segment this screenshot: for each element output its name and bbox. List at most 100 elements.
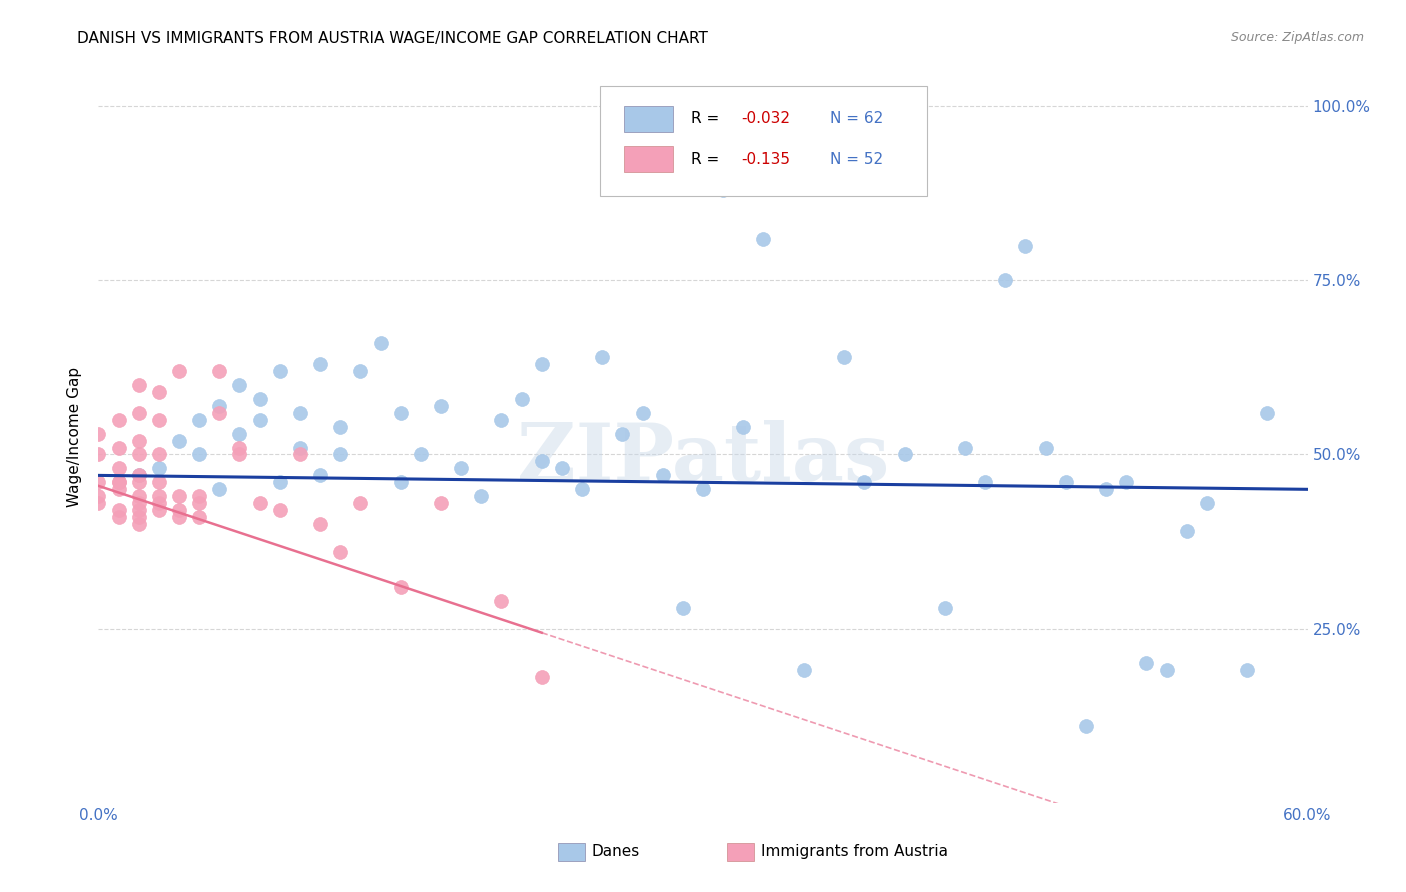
Point: [1074, 719, 1097, 733]
Point: [793, 664, 815, 678]
Point: [974, 475, 997, 490]
Point: [752, 231, 775, 245]
Point: [128, 496, 150, 510]
Point: [87, 426, 110, 441]
Point: [309, 517, 332, 532]
Point: [249, 392, 271, 406]
Point: [450, 461, 472, 475]
Point: [167, 489, 190, 503]
Point: [832, 350, 855, 364]
Text: R =: R =: [690, 112, 724, 127]
Point: [288, 448, 311, 462]
Point: [1156, 664, 1178, 678]
Point: [389, 475, 412, 490]
Point: [994, 273, 1017, 287]
Point: [1014, 238, 1036, 252]
Point: [87, 448, 110, 462]
Point: [329, 448, 352, 462]
Point: [309, 468, 332, 483]
Point: [1035, 441, 1057, 455]
Point: [107, 441, 129, 455]
Text: Source: ZipAtlas.com: Source: ZipAtlas.com: [1230, 31, 1364, 45]
Point: [128, 377, 150, 392]
Point: [87, 489, 110, 503]
Point: [188, 448, 211, 462]
Point: [128, 517, 150, 532]
Text: Immigrants from Austria: Immigrants from Austria: [761, 845, 948, 859]
Point: [370, 336, 392, 351]
Point: [1195, 496, 1218, 510]
Point: [128, 510, 150, 524]
Point: [148, 461, 170, 475]
Point: [510, 392, 533, 406]
Point: [288, 406, 311, 420]
Point: [893, 448, 915, 462]
Point: [107, 503, 129, 517]
Point: [188, 489, 211, 503]
Point: [87, 475, 110, 490]
Point: [953, 441, 976, 455]
Point: [128, 448, 150, 462]
Point: [228, 377, 250, 392]
Point: [329, 419, 352, 434]
Point: [1054, 475, 1077, 490]
Point: [167, 510, 190, 524]
Point: [167, 503, 190, 517]
Point: [651, 468, 673, 483]
Point: [288, 441, 311, 455]
Point: [349, 364, 371, 378]
Point: [107, 475, 129, 490]
Point: [228, 441, 250, 455]
Point: [1236, 664, 1258, 678]
Point: [551, 461, 574, 475]
Point: [389, 406, 412, 420]
Point: [711, 183, 734, 197]
Point: [188, 510, 211, 524]
Point: [269, 364, 291, 378]
Point: [269, 503, 291, 517]
Point: [409, 448, 432, 462]
Point: [430, 399, 453, 413]
Text: Danes: Danes: [592, 845, 640, 859]
Point: [148, 448, 170, 462]
Point: [470, 489, 492, 503]
Point: [530, 670, 553, 684]
Point: [269, 475, 291, 490]
Point: [128, 468, 150, 483]
Point: [1095, 483, 1118, 497]
Point: [672, 600, 695, 615]
Point: [853, 475, 876, 490]
Point: [148, 475, 170, 490]
Point: [631, 406, 654, 420]
Text: ZIPatlas: ZIPatlas: [517, 420, 889, 498]
Point: [107, 483, 129, 497]
Point: [148, 384, 170, 399]
Text: -0.135: -0.135: [742, 152, 790, 167]
Point: [228, 426, 250, 441]
Point: [148, 489, 170, 503]
Point: [128, 434, 150, 448]
Point: [148, 503, 170, 517]
FancyBboxPatch shape: [624, 106, 672, 132]
Point: [208, 399, 231, 413]
Point: [491, 594, 513, 608]
Point: [148, 412, 170, 426]
Point: [349, 496, 371, 510]
FancyBboxPatch shape: [600, 86, 927, 195]
Point: [188, 496, 211, 510]
Point: [612, 426, 634, 441]
Point: [309, 357, 332, 371]
Point: [530, 454, 553, 468]
Point: [571, 483, 593, 497]
Point: [208, 406, 231, 420]
Text: N = 62: N = 62: [830, 112, 883, 127]
Point: [128, 406, 150, 420]
Point: [167, 364, 190, 378]
Point: [107, 510, 129, 524]
Point: [128, 503, 150, 517]
Text: -0.032: -0.032: [742, 112, 790, 127]
Point: [87, 496, 110, 510]
Point: [107, 412, 129, 426]
Point: [128, 475, 150, 490]
Point: [692, 483, 714, 497]
